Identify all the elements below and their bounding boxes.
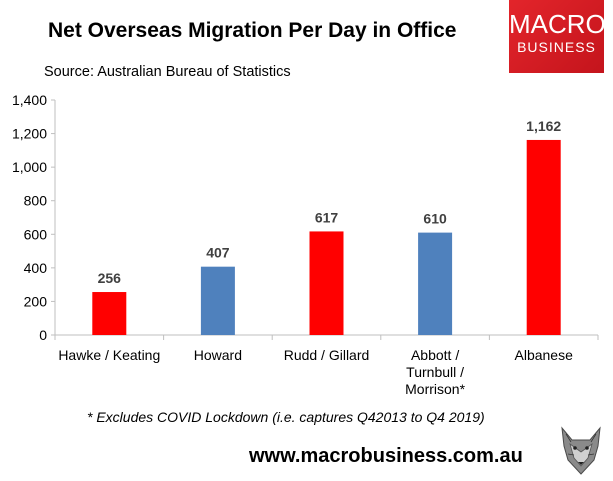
x-category-label: Rudd / Gillard bbox=[284, 347, 370, 363]
y-tick-label: 1,400 bbox=[12, 92, 47, 108]
bar bbox=[309, 231, 344, 335]
bar-chart: 0 200 400 600 800 1,000 1,200 1,400 256 Hawke / K… bbox=[12, 92, 599, 397]
data-label: 407 bbox=[206, 245, 230, 261]
data-label: 1,162 bbox=[526, 118, 561, 134]
y-tick-label: 1,200 bbox=[12, 126, 47, 142]
website-url: www.macrobusiness.com.au bbox=[249, 445, 523, 467]
y-tick-label: 1,000 bbox=[12, 159, 47, 175]
data-label: 256 bbox=[98, 270, 122, 286]
x-category-label: Turnbull / bbox=[406, 364, 464, 380]
y-tick-label: 600 bbox=[24, 226, 48, 242]
x-category-label: Howard bbox=[194, 347, 242, 363]
data-label: 617 bbox=[315, 209, 339, 225]
macrobusiness-logo: MACRO BUSINESS bbox=[509, 0, 606, 73]
bar bbox=[92, 292, 127, 335]
logo-line-2: BUSINESS bbox=[517, 39, 596, 55]
chart-source: Source: Australian Bureau of Statistics bbox=[44, 64, 291, 80]
chart-title: Net Overseas Migration Per Day in Office bbox=[48, 19, 457, 42]
x-category-label: Albanese bbox=[515, 347, 574, 363]
y-tick-label: 0 bbox=[39, 327, 47, 343]
footnote: * Excludes COVID Lockdown (i.e. captures… bbox=[87, 409, 485, 425]
y-tick-label: 200 bbox=[24, 293, 48, 309]
x-category-label: Hawke / Keating bbox=[58, 347, 160, 363]
y-tick-label: 400 bbox=[24, 260, 48, 276]
wolf-icon bbox=[556, 424, 606, 476]
bar bbox=[526, 139, 561, 335]
x-category-label: Morrison* bbox=[405, 381, 465, 397]
bar bbox=[418, 232, 453, 335]
y-tick-label: 800 bbox=[24, 193, 48, 209]
x-category-label: Abbott / bbox=[411, 347, 459, 363]
logo-line-1: MACRO bbox=[509, 9, 606, 39]
bar bbox=[200, 266, 235, 335]
data-label: 610 bbox=[423, 211, 447, 227]
